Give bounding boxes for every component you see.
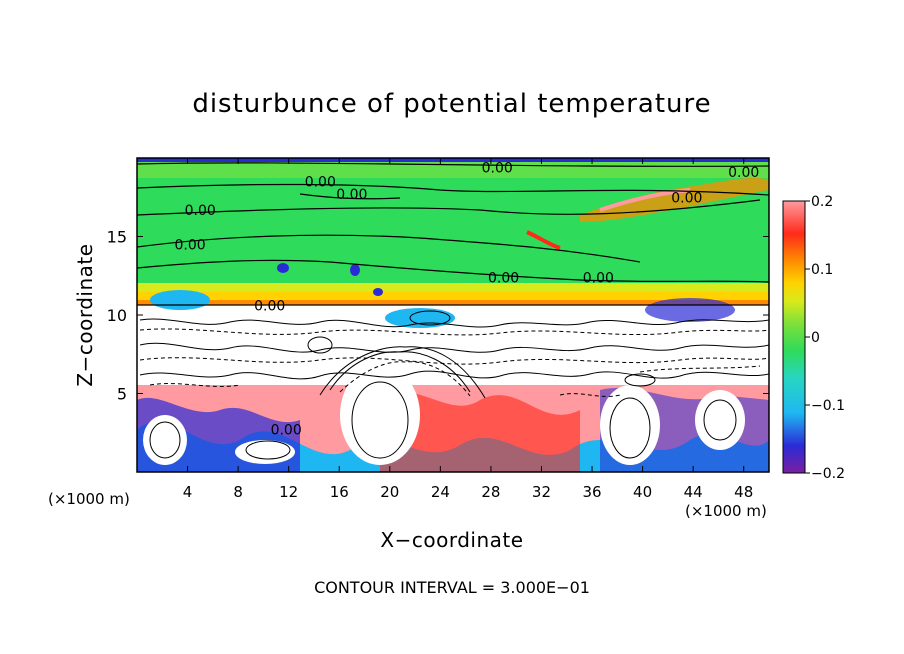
x-axis-label: X−coordinate xyxy=(380,528,523,552)
x-tick-label: 4 xyxy=(183,483,193,501)
x-tick-label: 16 xyxy=(330,483,349,501)
contour-label: 0.00 xyxy=(482,160,513,176)
colorbar xyxy=(782,200,806,474)
x-tick-label: 12 xyxy=(279,483,298,501)
x-tick-label: 44 xyxy=(684,483,703,501)
y-tick-label: 15 xyxy=(107,228,127,247)
colorbar-tick-label: 0 xyxy=(811,330,820,346)
contour-label: 0.00 xyxy=(583,270,614,286)
contour-label: 0.00 xyxy=(671,190,702,206)
contour-label: 0.00 xyxy=(175,237,206,253)
y-tick-label: 5 xyxy=(117,385,127,404)
x-tick-label: 36 xyxy=(582,483,601,501)
contour-label: 0.00 xyxy=(488,270,519,286)
contour-label: 0.00 xyxy=(305,175,336,191)
x-tick-label: 28 xyxy=(481,483,500,501)
contour-labels: 0.00 0.000.000.00 0.000.000.000.00 0.000.00… xyxy=(175,160,760,438)
x-tick-label: 48 xyxy=(734,483,753,501)
chart-title: disturbunce of potential temperature xyxy=(192,89,711,119)
contour-label: 0.00 xyxy=(271,423,302,439)
x-tick-label: 40 xyxy=(633,483,652,501)
x-unit-left: (×1000 m) xyxy=(48,490,130,508)
y-tick-label: 10 xyxy=(107,306,127,325)
y-axis-ticks: 5 10 15 xyxy=(107,228,769,404)
contour-interval-note: CONTOUR INTERVAL = 3.000E−01 xyxy=(314,578,590,597)
colorbar-tick-label: −0.2 xyxy=(811,466,845,482)
colorbar-tick-label: −0.1 xyxy=(811,398,845,414)
x-unit-right: (×1000 m) xyxy=(685,502,767,520)
colorbar-ticks: 0.2 0.1 0 −0.1 −0.2 xyxy=(805,194,845,482)
colorbar-tick-label: 0.2 xyxy=(811,194,833,210)
x-tick-label: 32 xyxy=(532,483,551,501)
colorbar-tick-label: 0.1 xyxy=(811,262,833,278)
contour-label: 0.00 xyxy=(336,187,367,203)
x-tick-label: 20 xyxy=(380,483,399,501)
contour-label: 0.00 xyxy=(185,203,216,219)
x-tick-label: 8 xyxy=(233,483,243,501)
contour-label: 0.00 xyxy=(728,165,759,181)
heatmap-field xyxy=(137,158,769,472)
x-tick-label: 24 xyxy=(431,483,450,501)
contour-label: 0.00 xyxy=(254,299,285,315)
y-axis-label: Z−coordinate xyxy=(73,243,97,386)
x-axis-ticks: 4 8 12 16 20 24 28 32 36 40 44 48 xyxy=(183,158,753,501)
